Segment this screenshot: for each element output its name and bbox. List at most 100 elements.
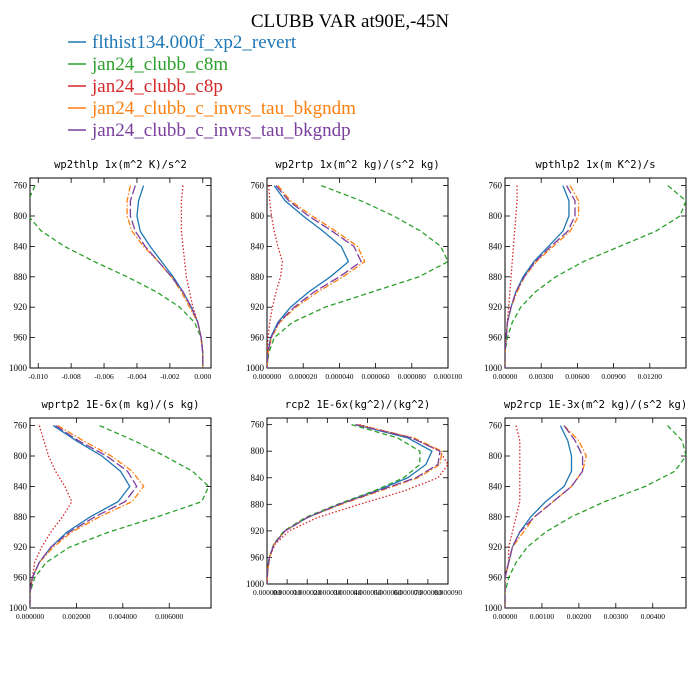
x-tick-label: 0.000020 xyxy=(293,588,321,597)
series-line xyxy=(30,425,138,608)
y-tick-label: 880 xyxy=(489,272,503,282)
series-line xyxy=(267,185,362,368)
panel-title: wp2thlp 1x(m^2 K)/s^2 xyxy=(54,159,187,171)
x-tick-label: -0.006 xyxy=(94,372,114,381)
series-line xyxy=(267,424,421,584)
y-tick-label: 840 xyxy=(489,241,503,251)
y-tick-label: 800 xyxy=(14,451,28,461)
x-tick-label: 0.00900 xyxy=(601,372,626,381)
y-tick-label: 800 xyxy=(489,451,503,461)
chart-panel: wp2rtp 1x(m^2 kg)/(s^2 kg) 760 800 840 880 92… xyxy=(246,159,462,381)
x-tick-label: -0.002 xyxy=(160,372,180,381)
y-tick-label: 920 xyxy=(489,302,503,312)
y-tick-label: 760 xyxy=(489,421,503,431)
series-line xyxy=(267,185,366,368)
y-tick-label: 1000 xyxy=(246,579,265,589)
legend-item: flthist134.000f_xp2_revert xyxy=(68,32,297,53)
x-tick-label: 0.002000 xyxy=(62,612,90,621)
figure-title: CLUBB VAR at90E,-45N xyxy=(251,11,450,32)
x-tick-label: 0.00000 xyxy=(493,372,518,381)
y-tick-label: 920 xyxy=(489,542,503,552)
legend-label: jan24_clubb_c8p xyxy=(91,76,223,97)
y-tick-label: 760 xyxy=(489,181,503,191)
x-tick-label: 0.00300 xyxy=(529,372,554,381)
series-line xyxy=(30,425,210,608)
series-line xyxy=(505,185,576,368)
x-tick-label: 0.000060 xyxy=(374,588,402,597)
y-tick-label: 760 xyxy=(14,181,28,191)
panel-title: wpthlp2 1x(m K^2)/s xyxy=(535,159,655,171)
x-tick-label: 0.01200 xyxy=(638,372,663,381)
x-tick-label: 0.000060 xyxy=(362,372,390,381)
y-tick-label: 960 xyxy=(489,573,503,583)
series-line xyxy=(267,185,284,368)
y-tick-label: 1000 xyxy=(9,363,28,373)
y-tick-label: 800 xyxy=(251,211,265,221)
x-tick-label: -0.010 xyxy=(29,372,49,381)
x-tick-label: 0.000000 xyxy=(253,588,281,597)
x-tick-label: 0.000020 xyxy=(289,372,317,381)
y-tick-label: 840 xyxy=(251,473,265,483)
x-tick-label: 0.00300 xyxy=(604,612,629,621)
legend-item: jan24_clubb_c_invrs_tau_bkgndm xyxy=(68,98,356,119)
panel-title: wp2rtp 1x(m^2 kg)/(s^2 kg) xyxy=(275,159,439,171)
x-tick-label: 0.00000 xyxy=(493,612,518,621)
series-line xyxy=(129,185,204,368)
plot-frame xyxy=(504,417,687,609)
y-tick-label: 800 xyxy=(14,211,28,221)
y-tick-label: 1000 xyxy=(9,603,28,613)
x-tick-label: 0.00200 xyxy=(567,612,592,621)
x-tick-label: 0.000070 xyxy=(394,588,422,597)
x-tick-label: 0.000080 xyxy=(414,588,442,597)
y-tick-label: 920 xyxy=(14,542,28,552)
chart-panel: rcp2 1E-6x(kg^2)/(kg^2) 760 800 840 880 920 96… xyxy=(246,399,462,597)
y-tick-label: 880 xyxy=(14,272,28,282)
x-tick-label: 0.000080 xyxy=(398,372,426,381)
legend-item: jan24_clubb_c8m xyxy=(68,54,228,75)
x-tick-label: 0.00400 xyxy=(641,612,666,621)
x-tick-label: 0.006000 xyxy=(155,612,183,621)
series-line xyxy=(30,425,73,608)
y-tick-label: 880 xyxy=(251,499,265,509)
y-tick-label: 840 xyxy=(14,481,28,491)
x-tick-label: 0.000100 xyxy=(434,372,462,381)
y-tick-label: 840 xyxy=(251,241,265,251)
y-tick-label: 800 xyxy=(251,446,265,456)
y-tick-label: 800 xyxy=(489,211,503,221)
x-tick-label: 0.000050 xyxy=(353,588,381,597)
y-tick-label: 960 xyxy=(14,333,28,343)
x-tick-label: 0.000040 xyxy=(333,588,361,597)
y-tick-label: 880 xyxy=(489,512,503,522)
chart-panel: wp2thlp 1x(m^2 K)/s^2 760 800 840 880 920 960 1… xyxy=(9,159,212,381)
series-line xyxy=(505,425,587,608)
panel-title: wp2rcp 1E-3x(m^2 kg)/(s^2 kg) xyxy=(504,399,687,411)
panel-title: rcp2 1E-6x(kg^2)/(kg^2) xyxy=(285,399,430,411)
x-tick-label: 0.000000 xyxy=(16,612,44,621)
y-tick-label: 880 xyxy=(14,512,28,522)
y-tick-label: 1000 xyxy=(484,603,503,613)
y-tick-label: 760 xyxy=(251,181,265,191)
x-tick-label: -0.008 xyxy=(61,372,81,381)
legend-item: jan24_clubb_c8p xyxy=(68,76,223,97)
plot-frame xyxy=(266,177,449,369)
x-tick-label: 0.000030 xyxy=(313,588,341,597)
x-tick-label: 0.000010 xyxy=(273,588,301,597)
plot-frame xyxy=(29,417,212,609)
legend-item: jan24_clubb_c_invrs_tau_bkgndp xyxy=(68,120,351,141)
y-tick-label: 880 xyxy=(251,272,265,282)
x-tick-label: 0.000090 xyxy=(434,588,462,597)
series-line xyxy=(267,424,441,584)
y-tick-label: 920 xyxy=(251,526,265,536)
y-tick-label: 840 xyxy=(14,241,28,251)
y-tick-label: 960 xyxy=(251,333,265,343)
series-line xyxy=(505,425,573,608)
chart-panel: wprtp2 1E-6x(m kg)/(s kg) 760 800 840 880 920… xyxy=(9,399,212,621)
series-line xyxy=(267,184,448,368)
y-tick-label: 840 xyxy=(489,481,503,491)
x-tick-label: 0.004000 xyxy=(109,612,137,621)
legend-label: jan24_clubb_c8m xyxy=(91,54,228,75)
legend: flthist134.000f_xp2_revertjan24_clubb_c8… xyxy=(68,32,356,141)
y-tick-label: 960 xyxy=(14,573,28,583)
